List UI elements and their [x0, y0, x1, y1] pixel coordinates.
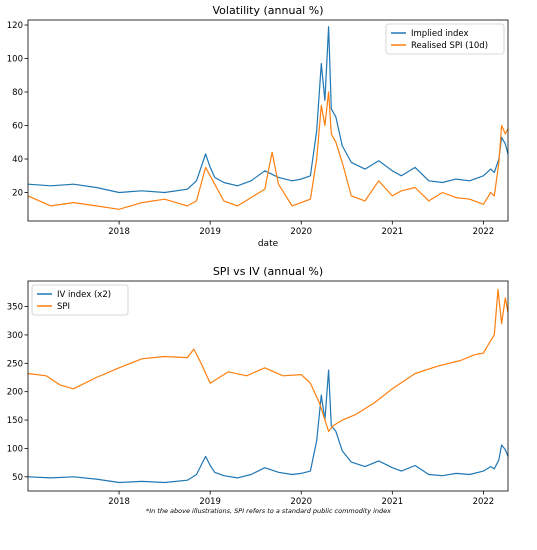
y-tick-label: 40 [12, 155, 23, 165]
series-line-implied-index [27, 26, 509, 194]
x-tick-label: 2020 [290, 497, 312, 507]
chart-title: SPI vs IV (annual %) [213, 265, 323, 278]
x-tick-label: 2021 [382, 497, 404, 507]
series-line-spi [27, 288, 509, 432]
y-tick-label: 50 [12, 473, 23, 483]
y-tick-label: 120 [7, 21, 23, 31]
legend-label: Implied index [411, 29, 469, 39]
x-tick-label: 2019 [199, 227, 221, 237]
x-axis-label: date [258, 239, 279, 249]
x-tick-label: 2019 [199, 497, 221, 507]
x-tick-label: 2020 [290, 227, 312, 237]
y-tick-label: 20 [12, 189, 23, 199]
x-tick-label: 2021 [382, 227, 404, 237]
plot-frame [27, 19, 509, 222]
y-tick-label: 80 [12, 88, 23, 98]
x-tick-label: 2018 [108, 497, 130, 507]
chart-panel-1: Volatility (annual %)2018 2019 2020 2021 202… [7, 4, 509, 249]
footnote: *In the above illustrations, SPI refers … [145, 507, 392, 515]
y-tick-label: 60 [12, 122, 23, 132]
legend-label: Realised SPI (10d) [411, 41, 488, 51]
legend-box [385, 23, 505, 55]
y-tick-label: 200 [7, 388, 23, 398]
x-tick-label: 2022 [473, 497, 495, 507]
y-tick-label: 150 [7, 416, 23, 426]
series-line-iv-index-x2 [27, 369, 509, 484]
legend: Implied index Realised SPI (10d) [385, 23, 505, 55]
y-tick-label: 300 [7, 331, 23, 341]
chart-panel-2: SPI vs IV (annual %) 2018 2019 2020 2021 2022… [7, 265, 509, 507]
chart-title: Volatility (annual %) [213, 4, 324, 17]
y-tick-label: 100 [7, 55, 23, 65]
legend-label: IV index (x2) [57, 290, 111, 300]
x-tick-label: 2022 [473, 227, 495, 237]
legend-box [31, 284, 129, 316]
legend-label: SPI [57, 302, 70, 312]
y-tick-label: 350 [7, 303, 23, 313]
series-line-realised-spi-10d [27, 91, 509, 210]
plot-frame [27, 280, 509, 492]
y-tick-label: 250 [7, 359, 23, 369]
legend: IV index (x2) SPI [31, 284, 129, 316]
x-tick-label: 2018 [108, 227, 130, 237]
y-tick-label: 100 [7, 444, 23, 454]
